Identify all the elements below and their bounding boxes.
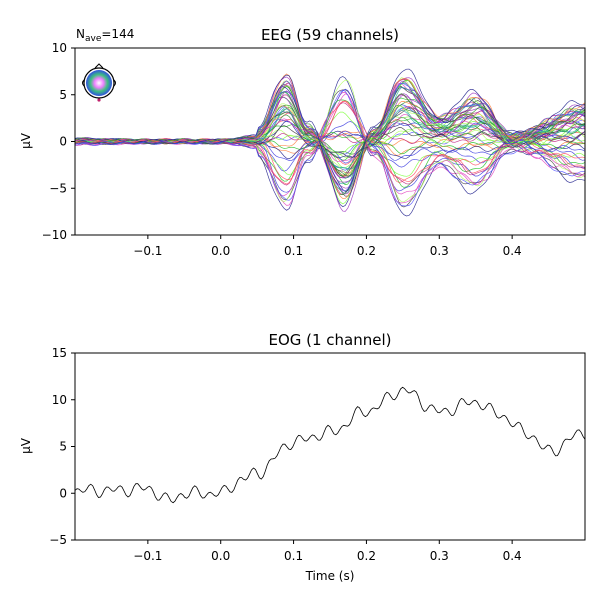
- x-tick-label: 0.4: [503, 244, 522, 258]
- y-tick-label: 0: [59, 486, 67, 500]
- x-tick-label: 0.1: [284, 244, 303, 258]
- x-tick-label: 0.2: [357, 244, 376, 258]
- y-tick-label: −5: [49, 533, 67, 547]
- eog-xlabel: Time (s): [305, 569, 355, 583]
- eeg-channel-line: [74, 89, 586, 207]
- eeg-x-ticks: −0.1 0.0 0.1 0.2 0.3 0.4: [133, 235, 522, 258]
- x-tick-label: 0.1: [284, 549, 303, 563]
- nave-subscript: ave: [85, 34, 102, 44]
- x-tick-label: 0.4: [503, 549, 522, 563]
- eeg-axes: EEG (59 channels) Nave=144 µV −0.1 0.0 0.1…: [19, 26, 586, 258]
- eeg-channel-line: [74, 125, 586, 159]
- eog-y-ticks: −5 0 5 10 15: [49, 346, 75, 547]
- y-tick-label: −5: [49, 181, 67, 195]
- eeg-channel-line: [74, 68, 586, 208]
- eog-ylabel: µV: [19, 437, 33, 454]
- eeg-ylabel: µV: [19, 132, 33, 149]
- eog-axes: EOG (1 channel) µV Time (s) −0.1 0.0 0.1 0.…: [19, 331, 586, 583]
- y-tick-label: −10: [42, 228, 67, 242]
- nave-prefix: N: [76, 27, 85, 41]
- y-tick-label: 5: [59, 88, 67, 102]
- eog-title: EOG (1 channel): [268, 331, 391, 349]
- y-tick-label: 15: [52, 346, 67, 360]
- eeg-title: EEG (59 channels): [261, 26, 399, 44]
- sensor-layout-inset: [82, 63, 116, 102]
- eog-line: [74, 386, 586, 504]
- y-tick-label: 10: [52, 393, 67, 407]
- x-tick-label: 0.3: [430, 244, 449, 258]
- eog-x-ticks: −0.1 0.0 0.1 0.2 0.3 0.4: [133, 540, 522, 563]
- y-tick-label: 5: [59, 440, 67, 454]
- eog-axes-frame: [74, 352, 586, 541]
- x-tick-label: 0.0: [211, 244, 230, 258]
- eeg-channel-line: [74, 130, 586, 161]
- eeg-channel-line: [74, 91, 586, 177]
- eog-lines: [74, 386, 586, 504]
- eeg-axes-frame: [74, 47, 586, 236]
- y-tick-label: 10: [52, 41, 67, 55]
- eeg-y-ticks: −10 −5 0 5 10: [42, 41, 75, 242]
- y-tick-label: 0: [59, 135, 67, 149]
- nave-value: =144: [101, 27, 134, 41]
- x-tick-label: −0.1: [133, 549, 162, 563]
- x-tick-label: 0.0: [211, 549, 230, 563]
- x-tick-label: 0.3: [430, 549, 449, 563]
- nave-label: Nave=144: [76, 27, 134, 44]
- eeg-channel-lines: [74, 68, 586, 217]
- x-tick-label: 0.2: [357, 549, 376, 563]
- x-tick-label: −0.1: [133, 244, 162, 258]
